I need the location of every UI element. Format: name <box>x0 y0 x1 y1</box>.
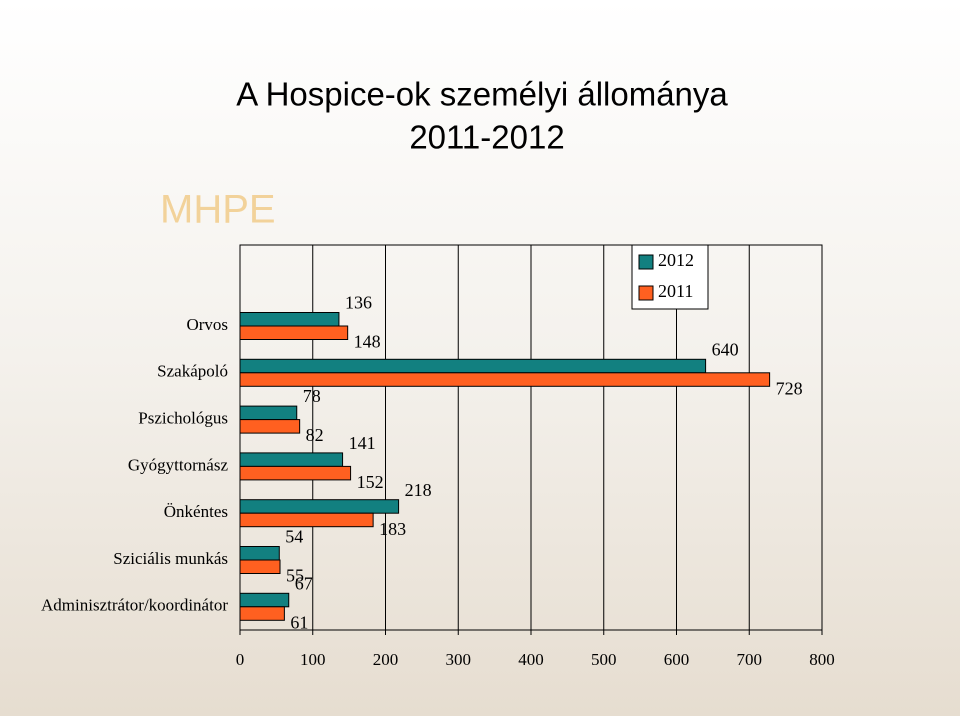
x-tick-label: 500 <box>591 650 617 669</box>
value-label: 218 <box>405 480 432 500</box>
x-tick-label: 600 <box>664 650 690 669</box>
bar <box>239 499 400 514</box>
value-label: 152 <box>357 472 384 492</box>
x-tick-label: 700 <box>737 650 763 669</box>
y-tick-label: Orvos <box>186 315 228 334</box>
value-label: 55 <box>286 566 304 586</box>
legend-label: 2012 <box>658 250 694 270</box>
value-label: 61 <box>290 612 308 632</box>
x-tick-label: 100 <box>300 650 326 669</box>
value-label: 640 <box>712 339 739 359</box>
value-label: 82 <box>306 425 324 445</box>
value-label: 183 <box>379 519 406 539</box>
y-tick-label: Adminisztrátor/koordinátor <box>41 596 228 615</box>
y-tick-label: Pszichológus <box>138 409 228 428</box>
y-tick-label: Önkéntes <box>164 502 228 521</box>
bar <box>239 358 707 374</box>
bar <box>239 606 285 621</box>
bar <box>239 559 281 574</box>
value-label: 148 <box>354 332 381 352</box>
bar <box>239 546 280 561</box>
chart-title: A Hospice-ok személyi állománya <box>236 76 728 113</box>
y-tick-label: Gyógyttornász <box>128 455 229 474</box>
y-tick-label: Sziciális munkás <box>113 549 228 568</box>
value-label: 136 <box>345 293 372 313</box>
bar <box>239 405 298 421</box>
bar <box>239 512 374 528</box>
bar <box>239 592 290 608</box>
bar <box>239 325 349 340</box>
x-tick-label: 200 <box>373 650 399 669</box>
bar <box>239 419 301 434</box>
x-tick-label: 400 <box>518 650 544 669</box>
bar <box>239 372 771 387</box>
x-tick-label: 300 <box>446 650 472 669</box>
chart-subtitle: 2011-2012 <box>409 119 564 156</box>
legend-label: 2011 <box>658 281 693 301</box>
value-label: 728 <box>776 378 803 398</box>
logo: MHPE <box>160 188 276 232</box>
x-tick-label: 800 <box>809 650 835 669</box>
legend-swatch <box>638 254 654 270</box>
x-tick-label: 0 <box>236 650 245 669</box>
bar <box>239 465 352 481</box>
value-label: 67 <box>295 573 313 593</box>
value-label: 141 <box>349 433 376 453</box>
legend-swatch <box>638 285 654 301</box>
value-label: 54 <box>285 527 303 547</box>
y-tick-label: Szakápoló <box>157 362 228 381</box>
bar <box>239 312 340 327</box>
bar <box>239 452 344 467</box>
value-label: 78 <box>303 386 321 406</box>
